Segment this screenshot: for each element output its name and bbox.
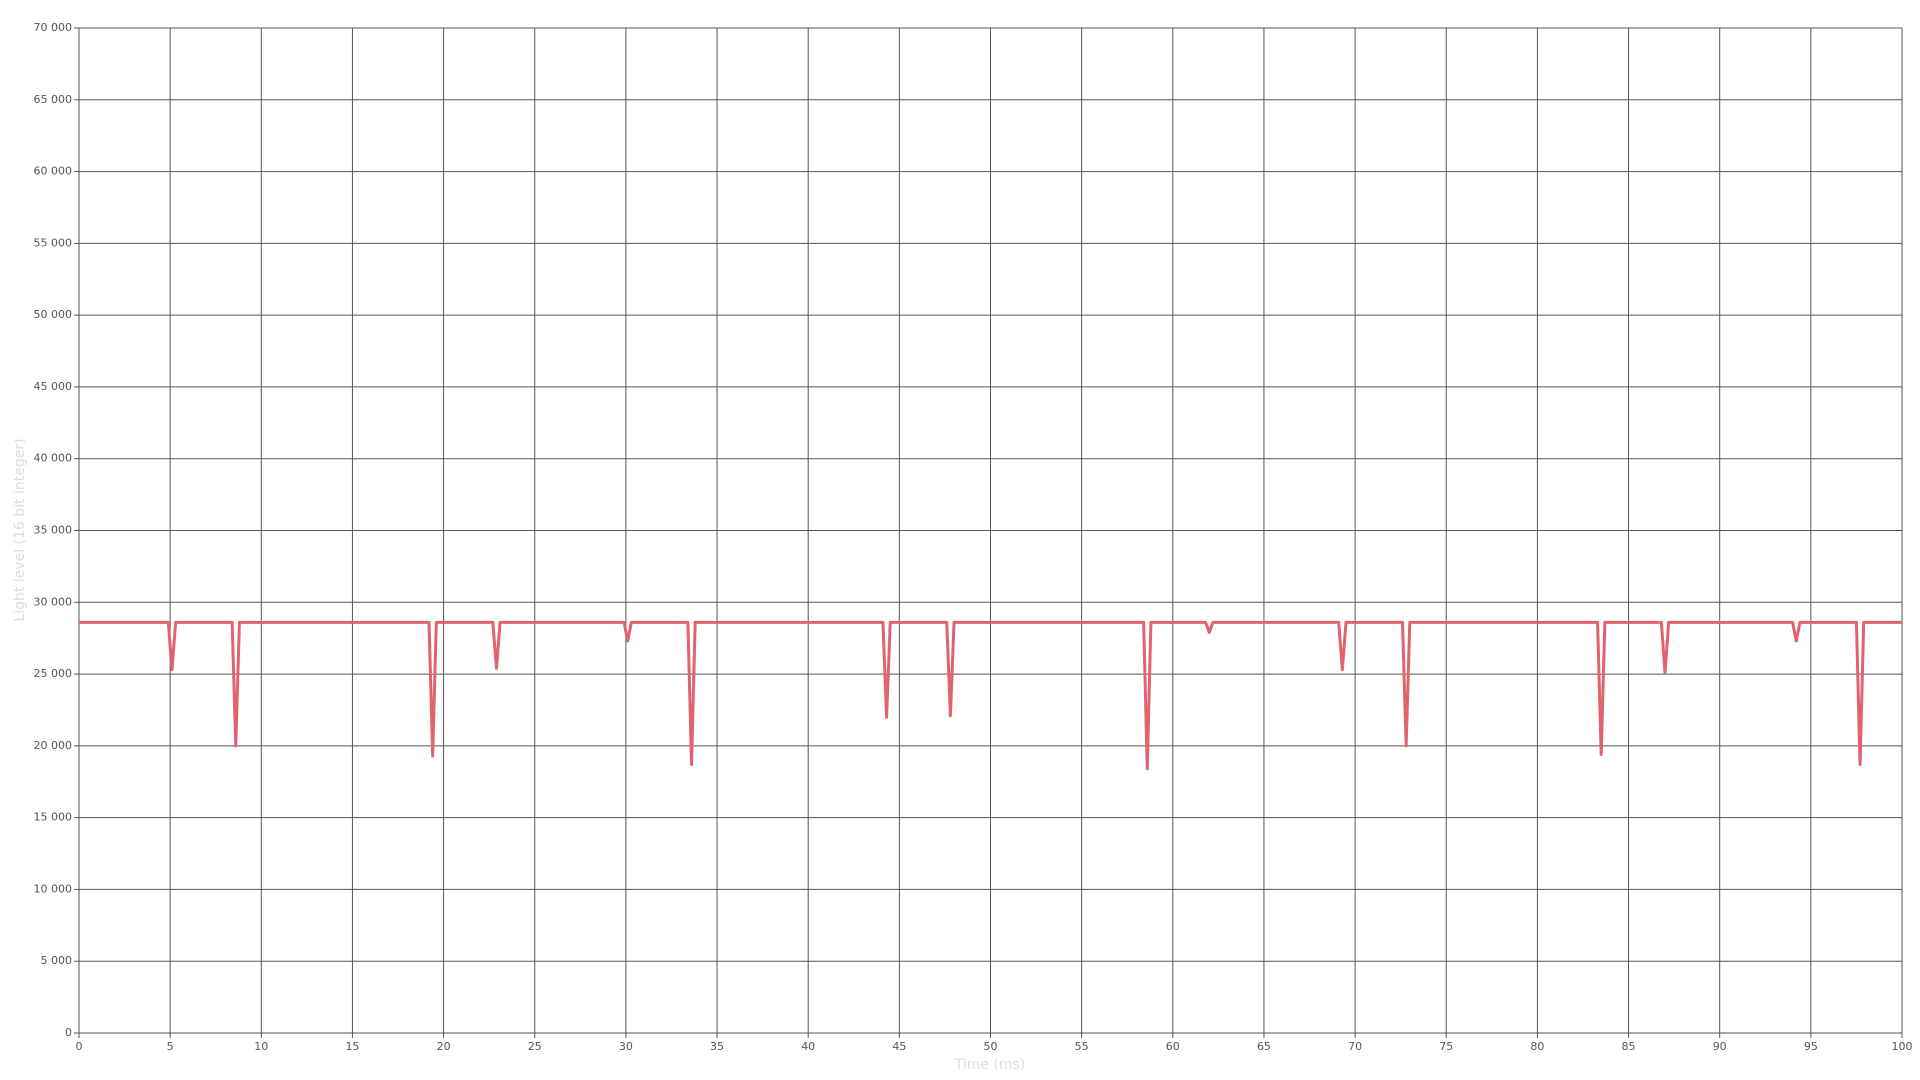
x-tick-label: 20 [437, 1040, 451, 1053]
x-tick-label: 80 [1530, 1040, 1544, 1053]
x-tick-label: 5 [167, 1040, 174, 1053]
y-tick-label: 55 000 [34, 236, 73, 249]
y-axis-title: Light level (16 bit integer) [12, 438, 28, 621]
y-tick-label: 30 000 [34, 595, 73, 608]
x-tick-label: 70 [1348, 1040, 1362, 1053]
y-tick-label: 20 000 [34, 739, 73, 752]
x-tick-label: 0 [76, 1040, 83, 1053]
y-tick-label: 65 000 [34, 93, 73, 106]
y-tick-label: 25 000 [34, 667, 73, 680]
y-tick-label: 10 000 [34, 882, 73, 895]
y-tick-label: 50 000 [34, 308, 73, 321]
y-tick-label: 0 [65, 1026, 72, 1039]
x-tick-label: 15 [345, 1040, 359, 1053]
x-tick-label: 100 [1892, 1040, 1913, 1053]
y-tick-label: 60 000 [34, 165, 73, 178]
x-tick-label: 55 [1075, 1040, 1089, 1053]
x-tick-label: 95 [1804, 1040, 1818, 1053]
y-tick-label: 5 000 [41, 954, 73, 967]
y-tick-label: 45 000 [34, 380, 73, 393]
x-tick-label: 30 [619, 1040, 633, 1053]
x-tick-label: 60 [1166, 1040, 1180, 1053]
x-tick-label: 65 [1257, 1040, 1271, 1053]
x-tick-label: 10 [254, 1040, 268, 1053]
y-tick-label: 15 000 [34, 811, 73, 824]
y-tick-label: 35 000 [34, 524, 73, 537]
x-tick-label: 85 [1622, 1040, 1636, 1053]
y-tick-label: 70 000 [34, 21, 73, 34]
x-tick-label: 35 [710, 1040, 724, 1053]
x-tick-label: 45 [892, 1040, 906, 1053]
x-tick-label: 40 [801, 1040, 815, 1053]
x-axis-title: Time (ms) [954, 1057, 1026, 1073]
x-tick-label: 90 [1713, 1040, 1727, 1053]
x-tick-label: 25 [528, 1040, 542, 1053]
x-tick-label: 50 [984, 1040, 998, 1053]
x-tick-label: 75 [1439, 1040, 1453, 1053]
data-line [79, 620, 1902, 771]
y-tick-label: 40 000 [34, 452, 73, 465]
